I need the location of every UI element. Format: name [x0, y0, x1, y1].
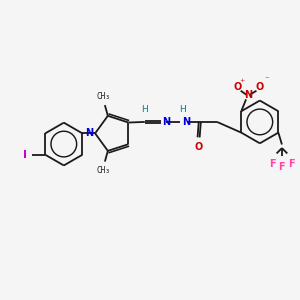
Text: O: O — [256, 82, 264, 92]
Text: F: F — [269, 159, 276, 170]
Text: CH₃: CH₃ — [97, 92, 110, 101]
Text: N: N — [182, 117, 190, 127]
Text: O: O — [233, 82, 241, 92]
Text: +: + — [240, 77, 245, 83]
Text: H: H — [141, 106, 148, 115]
Text: N: N — [162, 117, 170, 127]
Text: ⁻: ⁻ — [264, 76, 269, 85]
Text: N: N — [85, 128, 94, 138]
Text: H: H — [179, 105, 186, 114]
Text: CH₃: CH₃ — [97, 166, 110, 175]
Text: I: I — [23, 150, 27, 160]
Text: O: O — [194, 142, 203, 152]
Text: F: F — [288, 159, 295, 170]
Text: N: N — [244, 90, 252, 100]
Text: F: F — [279, 162, 285, 172]
